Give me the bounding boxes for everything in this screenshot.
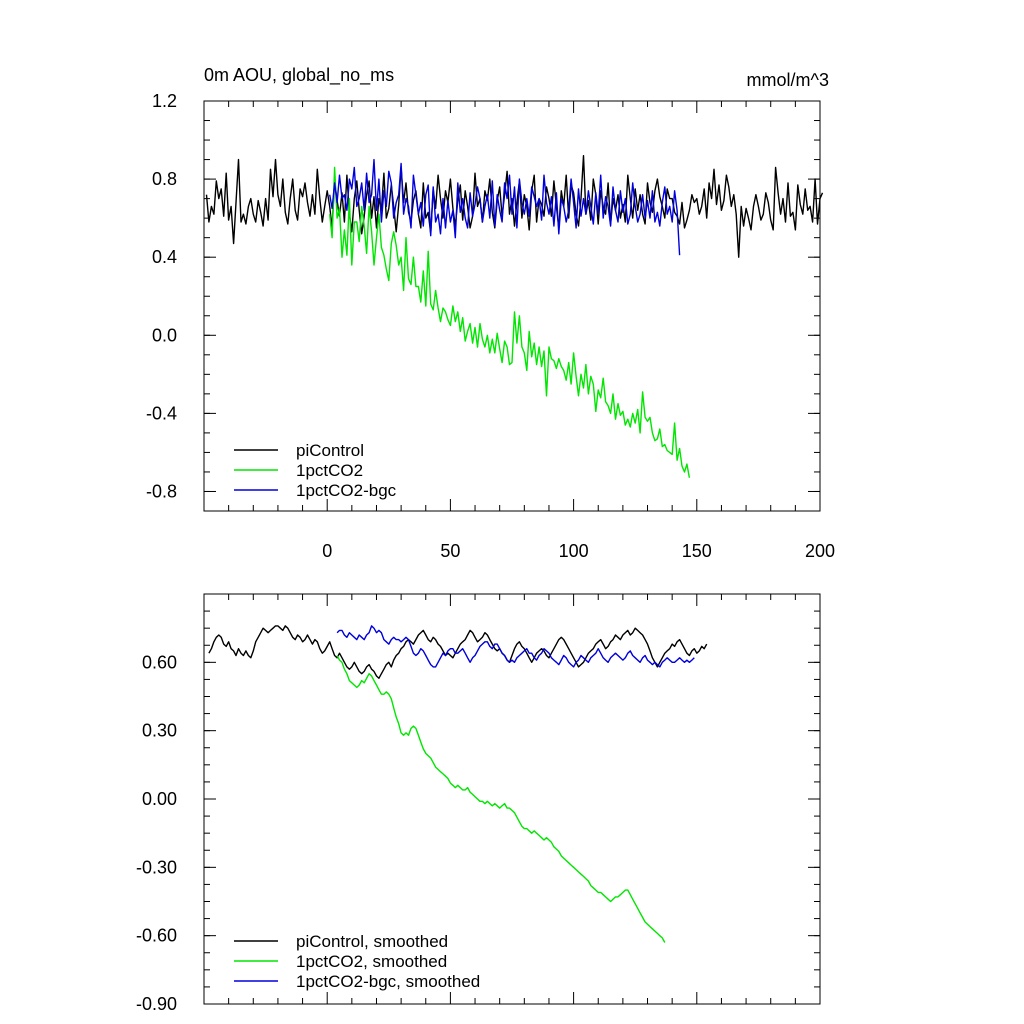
- x-tick-label: 150: [682, 541, 712, 561]
- y-tick-label: 1.2: [152, 91, 177, 111]
- y-tick-label: -0.8: [146, 481, 177, 501]
- y-tick-label: 0.0: [152, 325, 177, 345]
- series-line-1pctco2-bgc: [329, 158, 681, 256]
- series-line-1pctco2-bgc-smoothed: [336, 625, 695, 668]
- top-panel-units: mmol/m^3: [747, 70, 829, 90]
- y-tick-label: 0.30: [142, 721, 177, 741]
- series-line-1pctco2-smoothed: [336, 655, 666, 943]
- top-panel: 0m AOU, global_no_ms mmol/m^3 -0.8 -0.4 0.…: [146, 65, 835, 561]
- legend-label-picontrol: piControl: [296, 441, 364, 460]
- y-tick-label: 0.8: [152, 169, 177, 189]
- legend-label-1pctco2-smoothed: 1pctCO2, smoothed: [296, 952, 447, 971]
- legend-label-1pctco2-bgc: 1pctCO2-bgc: [296, 481, 397, 500]
- legend-label-1pctco2-bgc-smoothed: 1pctCO2-bgc, smoothed: [296, 972, 480, 991]
- top-panel-frame: [203, 100, 821, 512]
- series-line-picontrol-smoothed: [208, 625, 708, 679]
- y-tick-label: 0.00: [142, 789, 177, 809]
- x-tick-label: 50: [440, 541, 460, 561]
- x-tick-label: 100: [559, 541, 589, 561]
- series-line-1pctco2: [329, 166, 691, 478]
- x-tick-label: 200: [805, 541, 835, 561]
- y-tick-label: -0.60: [136, 926, 177, 946]
- legend-label-picontrol-smoothed: piControl, smoothed: [296, 932, 448, 951]
- y-tick-label: 0.60: [142, 652, 177, 672]
- top-panel-title: 0m AOU, global_no_ms: [204, 65, 394, 86]
- legend-label-1pctco2: 1pctCO2: [296, 461, 363, 480]
- bottom-panel-frame: [203, 593, 821, 1005]
- y-tick-label: 0.4: [152, 247, 177, 267]
- bottom-panel: -0.90 -0.60 -0.30 0.00 0.30 0.60 piControl, s…: [136, 593, 821, 1014]
- y-tick-label: -0.30: [136, 857, 177, 877]
- y-tick-label: -0.4: [146, 403, 177, 423]
- x-tick-label: 0: [322, 541, 332, 561]
- series-line-picontrol: [205, 154, 824, 258]
- y-tick-label: -0.90: [136, 994, 177, 1014]
